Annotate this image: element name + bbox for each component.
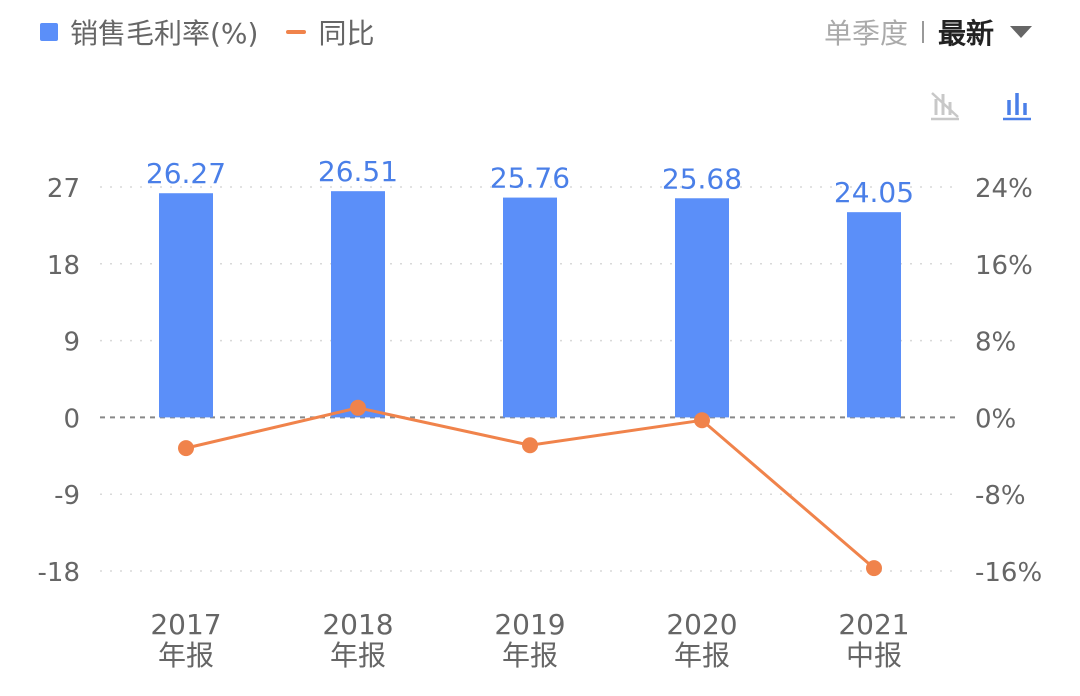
bar — [503, 197, 557, 418]
yoy-point — [866, 560, 882, 577]
bar — [675, 198, 729, 418]
controls-separator — [921, 21, 924, 43]
bar-value-label: 26.27 — [146, 157, 226, 190]
yoy-point — [178, 440, 194, 457]
y-left-tick-label: -18 — [38, 558, 80, 588]
y-left-tick-label: 9 — [63, 328, 80, 358]
bar-value-label: 25.76 — [490, 162, 570, 195]
x-category-period-label: 中报 — [846, 639, 902, 672]
bar-chart-icon[interactable] — [1000, 88, 1034, 122]
y-right-tick-label: 16% — [975, 251, 1033, 281]
yoy-line — [185, 406, 875, 570]
x-category-period-label: 年报 — [158, 639, 214, 672]
chevron-down-icon[interactable] — [1010, 26, 1032, 38]
axis-labels: 27 18 9 0 -9 -18 24% 16% 8% 0% -8% -16% 26.27 26.51 25… — [38, 155, 1043, 672]
x-category-year-label: 2017 — [150, 608, 221, 641]
x-category-period-label: 年报 — [674, 639, 730, 672]
bar — [331, 191, 385, 418]
bar-series — [159, 191, 901, 418]
x-category-year-label: 2019 — [494, 608, 565, 641]
y-left-tick-label: -9 — [54, 481, 80, 511]
legend-item-yoy[interactable]: 同比 — [286, 12, 374, 52]
yoy-point — [522, 437, 538, 454]
y-right-tick-label: 24% — [975, 174, 1033, 204]
y-right-tick-label: -16% — [975, 558, 1042, 588]
bar-value-label: 24.05 — [834, 176, 914, 209]
x-category-year-label: 2018 — [322, 608, 393, 641]
y-right-tick-label: -8% — [975, 481, 1026, 511]
bar — [159, 193, 213, 418]
legend-item-gross-margin[interactable]: 销售毛利率(%) — [40, 12, 258, 52]
yoy-line-series — [178, 399, 882, 577]
legend-label-gross-margin: 销售毛利率(%) — [70, 17, 259, 50]
latest-toggle[interactable]: 最新 — [937, 17, 994, 50]
bar-value-label: 25.68 — [662, 162, 742, 195]
y-left-tick-label: 0 — [63, 404, 80, 434]
legend: 销售毛利率(%) 同比 — [40, 12, 402, 52]
bar-value-label: 26.51 — [318, 155, 398, 188]
legend-swatch-line — [286, 30, 307, 34]
bar — [847, 212, 901, 418]
single-quarter-toggle[interactable]: 单季度 — [823, 17, 908, 50]
x-category-period-label: 年报 — [502, 639, 558, 672]
x-category-period-label: 年报 — [330, 639, 386, 672]
x-category-year-label: 2021 — [838, 608, 909, 641]
line-chart-off-icon[interactable] — [928, 88, 962, 122]
yoy-point — [350, 399, 366, 416]
legend-swatch-bar — [40, 23, 58, 41]
period-controls: 单季度 最新 — [824, 12, 1032, 52]
y-right-tick-label: 8% — [975, 328, 1016, 358]
y-left-tick-label: 18 — [47, 251, 80, 281]
y-left-tick-label: 27 — [47, 174, 80, 204]
x-category-year-label: 2020 — [666, 608, 737, 641]
yoy-point — [694, 412, 710, 429]
legend-label-yoy: 同比 — [318, 17, 375, 50]
y-right-tick-label: 0% — [975, 404, 1016, 434]
